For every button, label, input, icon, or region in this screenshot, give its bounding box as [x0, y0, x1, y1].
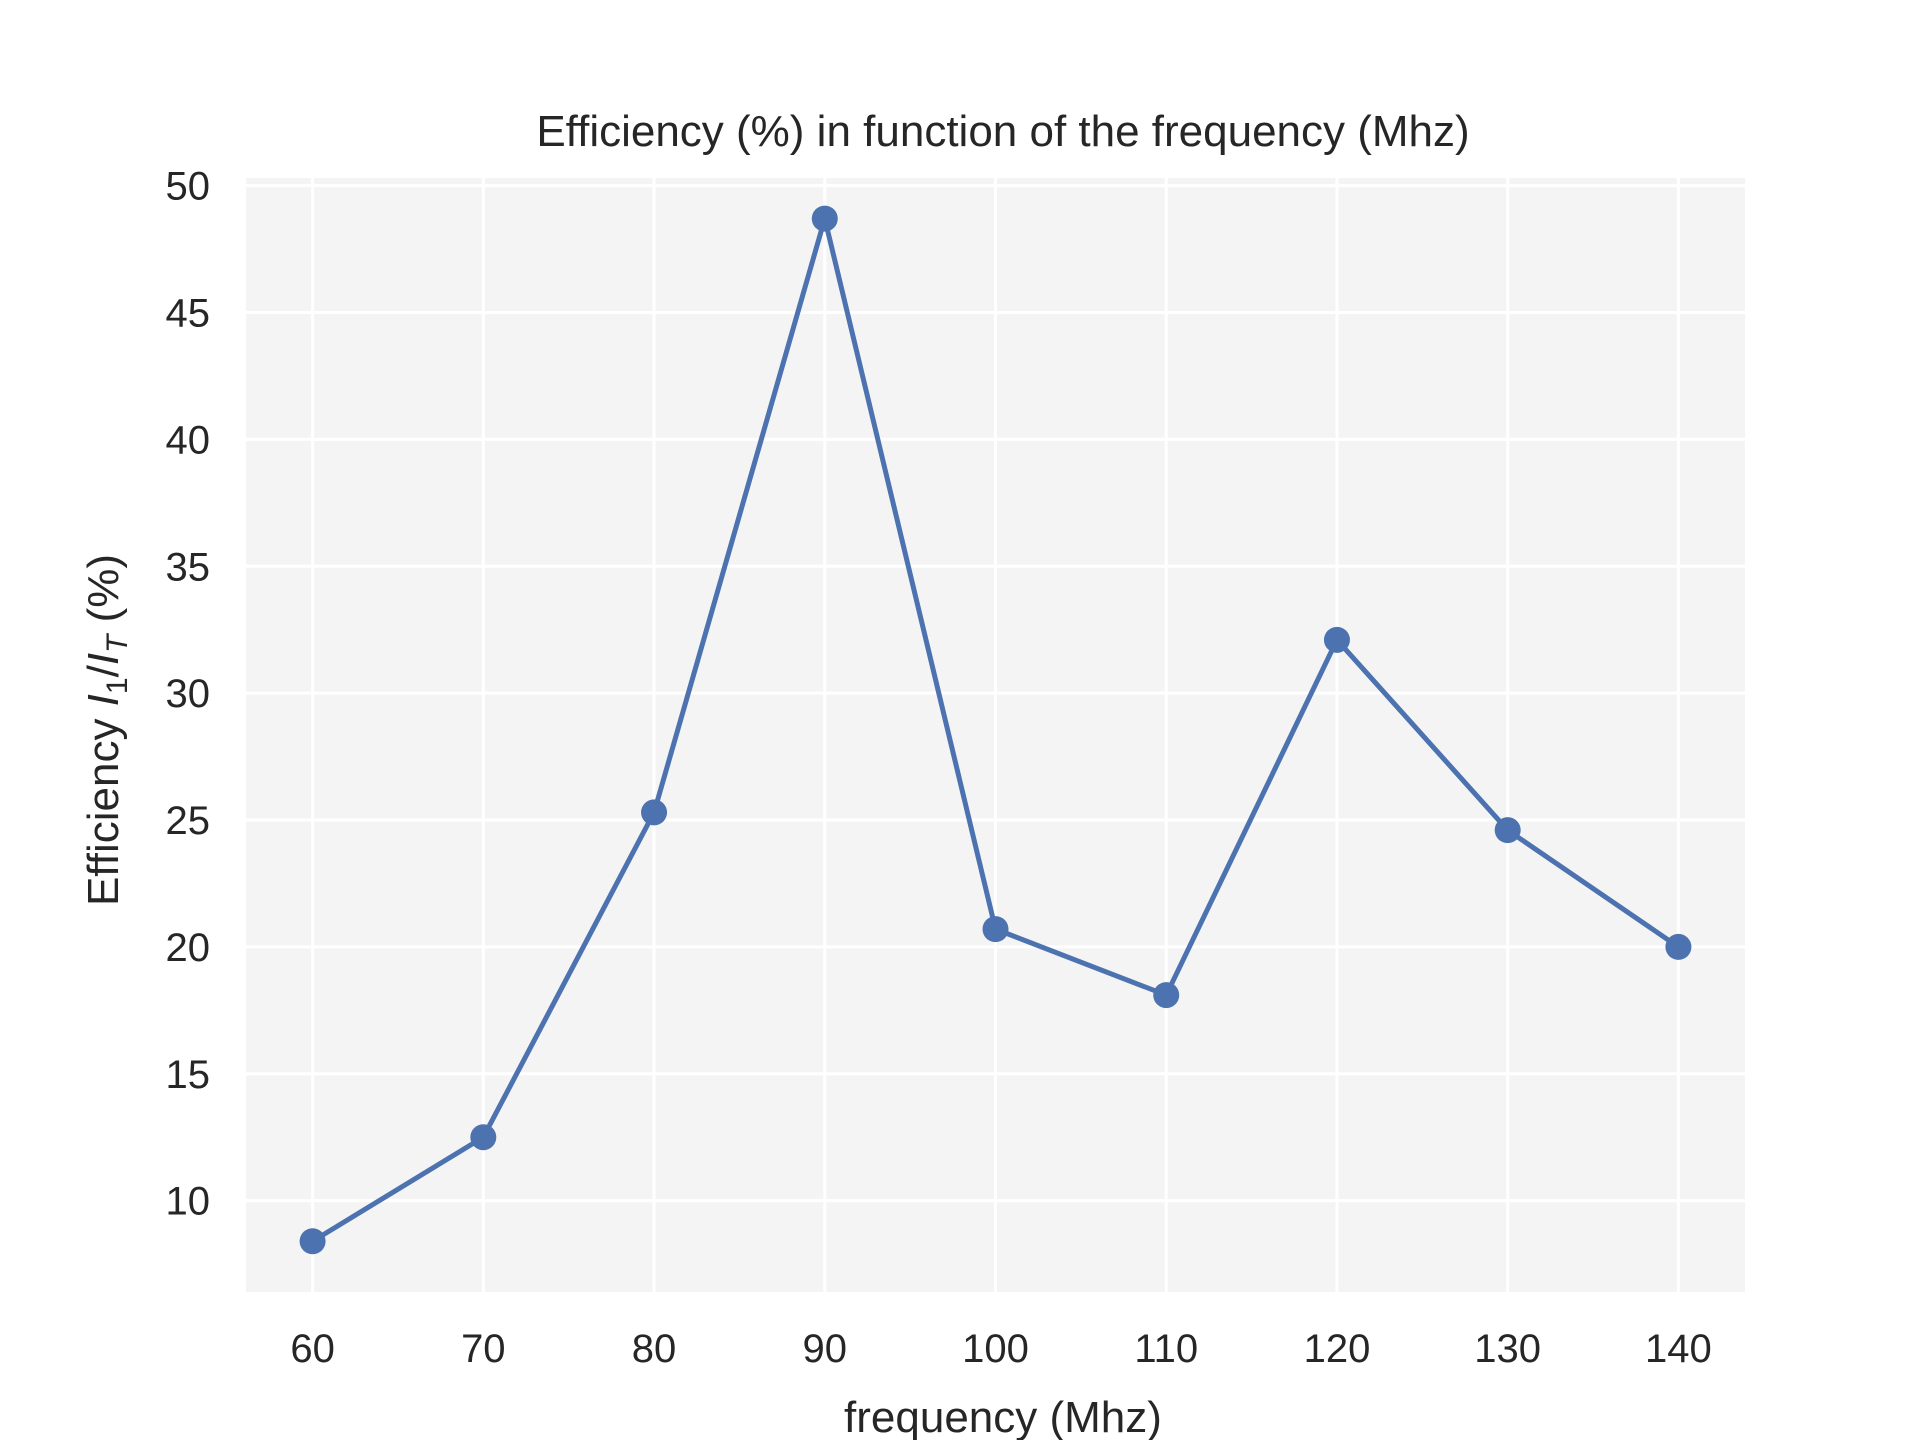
data-point	[1494, 817, 1521, 844]
x-tick-label: 70	[461, 1327, 506, 1371]
y-axis-label: Efficiency I1/IT (%)	[79, 554, 134, 906]
y-axis-label-prefix: Efficiency	[79, 706, 128, 906]
data-point	[1665, 933, 1692, 960]
y-tick-label: 20	[166, 926, 211, 970]
data-point	[641, 799, 668, 826]
x-tick-label: 120	[1304, 1327, 1371, 1371]
data-point	[1323, 626, 1350, 653]
y-axis-label-sub1: 1	[101, 677, 134, 694]
y-axis-label-var2: I	[79, 653, 128, 665]
y-axis-label-suffix: (%)	[79, 554, 128, 635]
data-point	[299, 1228, 326, 1255]
x-tick-label: 100	[962, 1327, 1029, 1371]
y-tick-label: 25	[166, 799, 211, 843]
y-tick-labels: 10 15 20 25 30 35 40 45 50	[166, 165, 211, 1224]
x-tick-label: 60	[290, 1327, 335, 1371]
data-point	[470, 1124, 497, 1151]
y-axis-label-sub2: T	[101, 632, 134, 653]
y-axis-label-sep: /	[79, 664, 128, 677]
x-tick-label: 140	[1645, 1327, 1712, 1371]
y-tick-label: 35	[166, 545, 211, 589]
data-point	[811, 205, 838, 232]
y-tick-label: 10	[166, 1180, 211, 1224]
y-tick-label: 50	[166, 165, 211, 209]
series-layer	[299, 205, 1692, 1255]
y-tick-label: 40	[166, 418, 211, 462]
x-tick-label: 130	[1474, 1327, 1541, 1371]
data-point	[1153, 982, 1180, 1009]
y-tick-label: 30	[166, 672, 211, 716]
y-tick-label: 45	[166, 291, 211, 335]
grid	[246, 178, 1745, 1292]
x-tick-label: 110	[1134, 1327, 1198, 1371]
x-tick-label: 90	[803, 1327, 848, 1371]
data-point	[982, 916, 1009, 943]
chart-title: Efficiency (%) in function of the freque…	[536, 107, 1469, 156]
y-axis-label-var1: I	[79, 694, 128, 706]
x-axis-label: frequency (Mhz)	[844, 1393, 1162, 1440]
x-tick-label: 80	[632, 1327, 677, 1371]
x-tick-labels: 60 70 80 90 100 110 120 130 140	[290, 1327, 1711, 1371]
y-tick-label: 15	[166, 1053, 211, 1097]
